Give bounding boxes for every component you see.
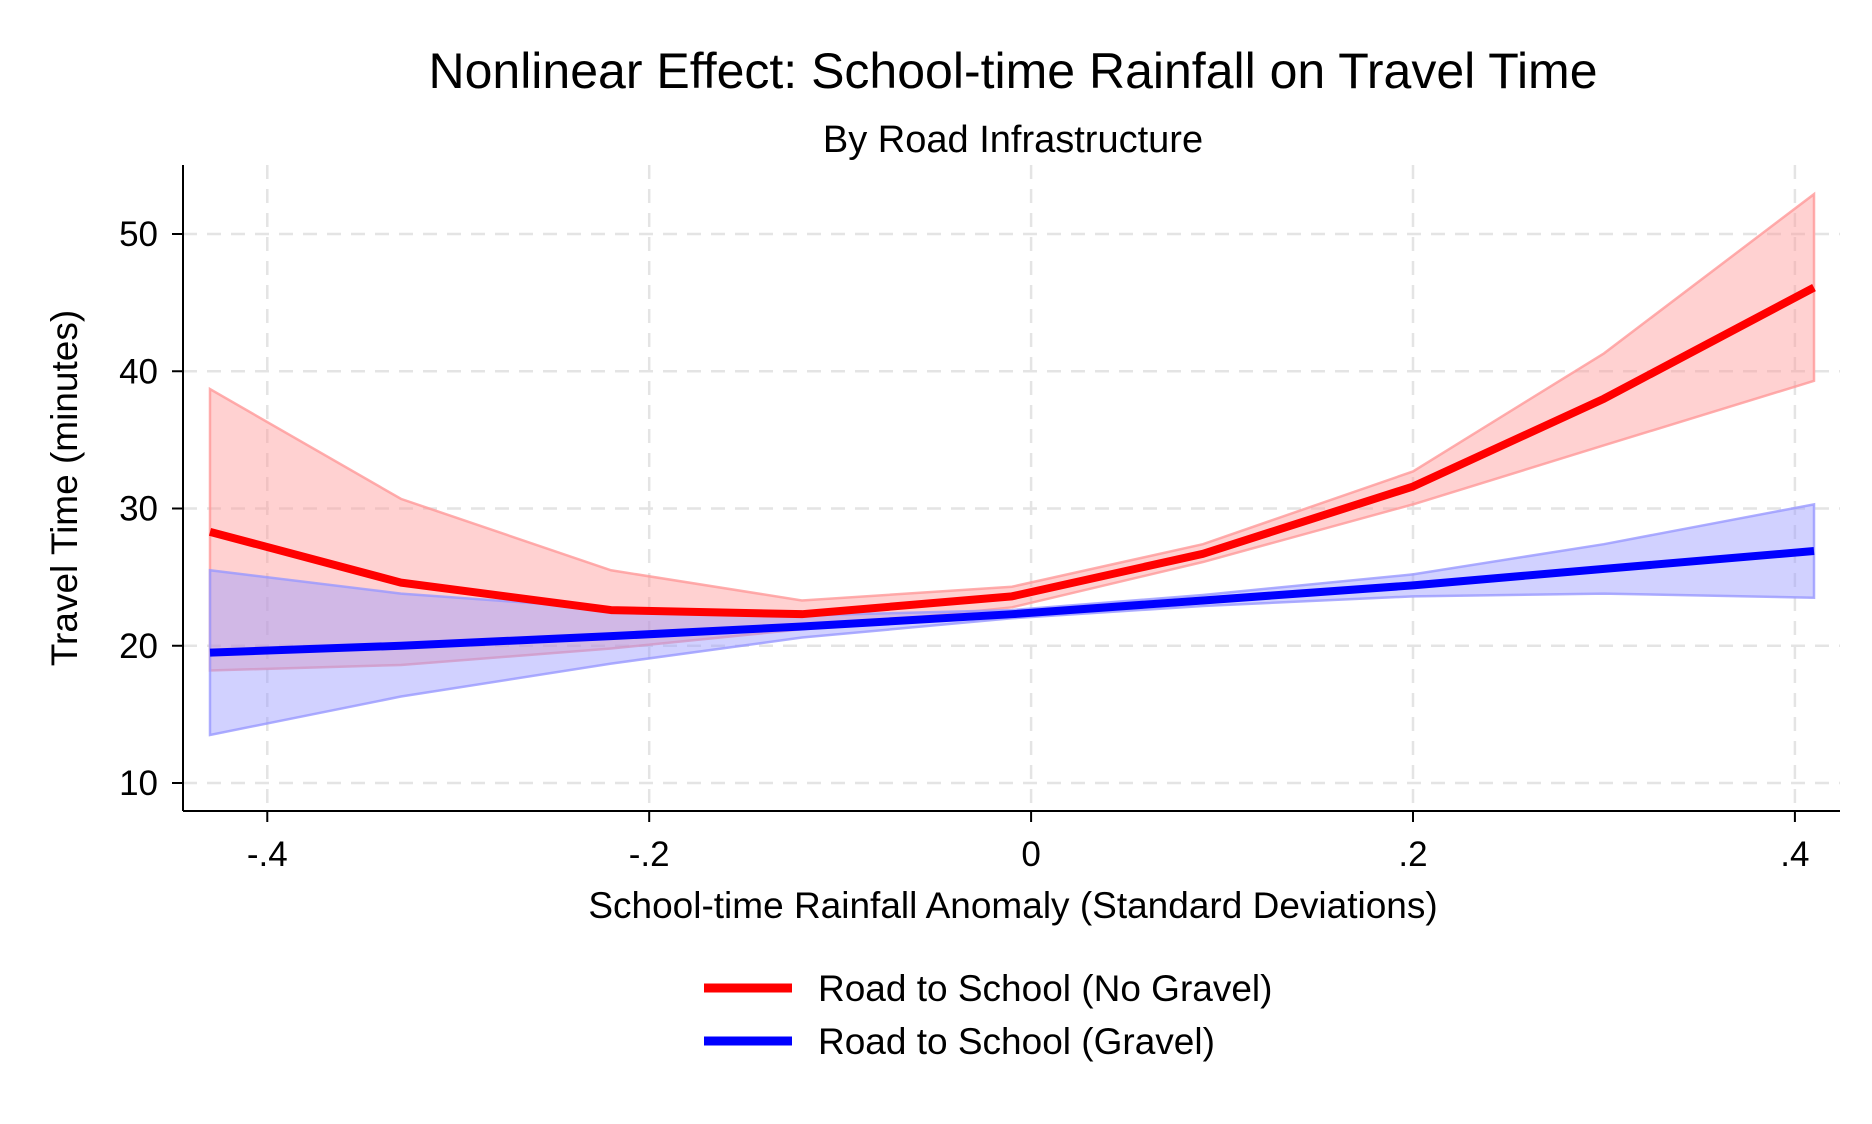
legend-label-gravel: Road to School (Gravel) <box>818 1021 1215 1062</box>
series-line-1 <box>209 547 1815 657</box>
legend-label-no-gravel: Road to School (No Gravel) <box>818 968 1272 1009</box>
x-tick-label: .2 <box>1398 835 1427 874</box>
grid <box>183 165 1840 811</box>
y-tick-label: 30 <box>119 490 158 529</box>
x-tick-label: .4 <box>1780 835 1809 874</box>
series-line-0 <box>208 283 1816 619</box>
x-tick-label: 0 <box>1021 835 1040 874</box>
chart-subtitle: By Road Infrastructure <box>823 119 1203 161</box>
y-ticks: 10 20 30 40 50 <box>119 215 183 803</box>
y-tick-label: 20 <box>119 627 158 666</box>
y-tick-label: 50 <box>119 215 158 254</box>
legend: Road to School (No Gravel) Road to Schoo… <box>704 968 1272 1062</box>
x-tick-label: -.2 <box>629 835 670 874</box>
series-lines <box>208 283 1816 657</box>
confidence-bands <box>208 191 1816 737</box>
x-axis-label: School-time Rainfall Anomaly (Standard D… <box>588 885 1437 926</box>
y-tick-label: 40 <box>119 352 158 391</box>
y-axis-label: Travel Time (minutes) <box>44 310 85 666</box>
x-tick-label: -.4 <box>247 835 288 874</box>
y-tick-label: 10 <box>119 764 158 803</box>
confidence-band-series-0 <box>208 191 1816 672</box>
chart-title: Nonlinear Effect: School-time Rainfall o… <box>428 43 1597 99</box>
x-ticks: -.4 -.2 0 .2 .4 <box>247 811 1810 874</box>
